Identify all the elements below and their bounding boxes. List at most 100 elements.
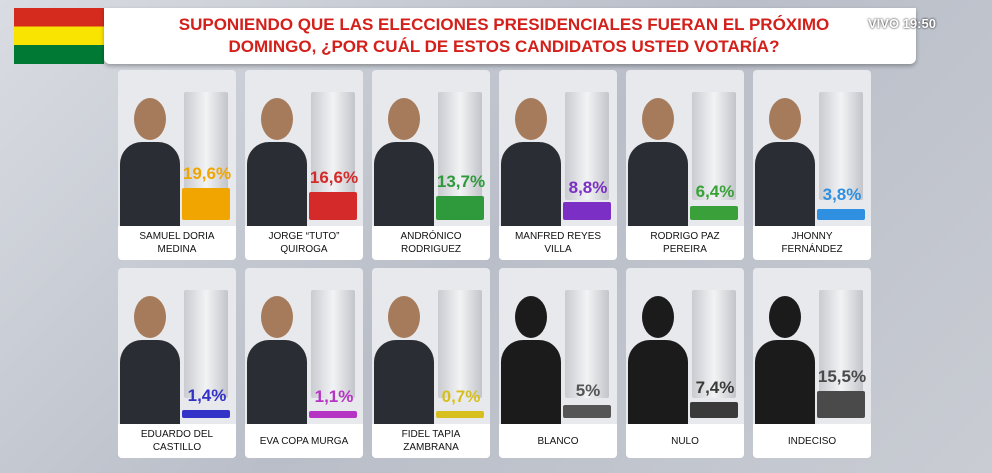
photo-body [120, 142, 180, 242]
candidate-name: NULO [626, 424, 744, 458]
photo [499, 80, 561, 242]
candidate-name: BLANCO [499, 424, 617, 458]
value-label: 3,8% [822, 184, 862, 204]
bar [182, 410, 230, 418]
photo-body [755, 142, 815, 242]
candidate-card: 5% BLANCO [499, 268, 617, 458]
candidate-card: 1,1% EVA COPA MURGA [245, 268, 363, 458]
title-banner: SUPONIENDO QUE LAS ELECCIONES PRESIDENCI… [104, 8, 916, 64]
bar [563, 202, 611, 220]
photo-head [515, 296, 547, 338]
photo-body [247, 340, 307, 440]
bar-track [565, 290, 609, 398]
bar-track [692, 92, 736, 200]
photo-head [769, 98, 801, 140]
value-label: 6,4% [695, 181, 735, 201]
bar-track [184, 92, 228, 200]
live-label: VIVO [868, 16, 900, 31]
bar [436, 195, 484, 220]
candidate-name: RODRIGO PAZ PEREIRA [626, 226, 744, 260]
photo [499, 278, 561, 440]
candidate-card: 6,4% RODRIGO PAZ PEREIRA [626, 70, 744, 260]
value-label: 8,8% [568, 178, 608, 198]
value-label: 1,4% [187, 386, 227, 406]
photo-body [374, 142, 434, 242]
photo-head [388, 296, 420, 338]
bar [690, 402, 738, 418]
photo-head [261, 98, 293, 140]
value-label: 16,6% [309, 167, 359, 187]
photo-body [501, 340, 561, 440]
candidate-name: EVA COPA MURGA [245, 424, 363, 458]
photo-body [628, 340, 688, 440]
bar-track [565, 92, 609, 200]
photo [626, 278, 688, 440]
photo [372, 80, 434, 242]
candidate-name: INDECISO [753, 424, 871, 458]
bar-track [311, 92, 355, 200]
photo-head [642, 98, 674, 140]
candidate-name: MANFRED REYES VILLA [499, 226, 617, 260]
photo [753, 80, 815, 242]
photo-head [388, 98, 420, 140]
photo-body [628, 142, 688, 242]
photo-head [515, 98, 547, 140]
bar-track [438, 92, 482, 200]
chart-title: SUPONIENDO QUE LAS ELECCIONES PRESIDENCI… [178, 15, 830, 56]
bar-track [819, 290, 863, 398]
photo [372, 278, 434, 440]
bar [182, 188, 230, 220]
value-label: 1,1% [314, 386, 354, 406]
candidate-name: EDUARDO DEL CASTILLO [118, 424, 236, 458]
value-label: 0,7% [441, 387, 481, 407]
flag [14, 8, 104, 64]
candidate-card: 13,7% ANDRÓNICO RODRIGUEZ [372, 70, 490, 260]
candidate-card: 0,7% FIDEL TAPIA ZAMBRANA [372, 268, 490, 458]
value-label: 5% [575, 381, 601, 401]
bar-track [692, 290, 736, 398]
candidate-card: 3,8% JHONNY FERNÁNDEZ [753, 70, 871, 260]
photo-body [501, 142, 561, 242]
value-label: 19,6% [182, 164, 232, 183]
photo-head [134, 98, 166, 140]
candidate-name: SAMUEL DORIA MEDINA [118, 226, 236, 260]
photo [118, 278, 180, 440]
bar [309, 410, 357, 418]
candidate-name: ANDRÓNICO RODRIGUEZ [372, 226, 490, 260]
candidate-card: 19,6% SAMUEL DORIA MEDINA [118, 70, 236, 260]
candidate-card: 1,4% EDUARDO DEL CASTILLO [118, 268, 236, 458]
clock: 19:50 [902, 16, 936, 31]
photo-head [642, 296, 674, 338]
photo [626, 80, 688, 242]
value-label: 15,5% [817, 367, 867, 387]
photo-head [261, 296, 293, 338]
candidate-name: FIDEL TAPIA ZAMBRANA [372, 424, 490, 458]
bar-track [311, 290, 355, 398]
photo [245, 80, 307, 242]
bar [817, 208, 865, 220]
bar [817, 391, 865, 418]
photo-body [755, 340, 815, 440]
bar [309, 191, 357, 220]
candidate-name: JHONNY FERNÁNDEZ [753, 226, 871, 260]
candidate-card: 8,8% MANFRED REYES VILLA [499, 70, 617, 260]
photo-head [134, 296, 166, 338]
candidate-card: 7,4% NULO [626, 268, 744, 458]
photo [118, 80, 180, 242]
photo-body [247, 142, 307, 242]
candidate-card: 16,6% JORGE “TUTO” QUIROGA [245, 70, 363, 260]
bar-track [819, 92, 863, 200]
photo-head [769, 296, 801, 338]
bar [436, 411, 484, 418]
candidate-card: 15,5% INDECISO [753, 268, 871, 458]
bar [690, 205, 738, 220]
bar [563, 405, 611, 418]
photo [753, 278, 815, 440]
candidate-name: JORGE “TUTO” QUIROGA [245, 226, 363, 260]
bar-track [438, 290, 482, 398]
photo-body [120, 340, 180, 440]
bar-track [184, 290, 228, 398]
value-label: 13,7% [436, 171, 486, 191]
photo-body [374, 340, 434, 440]
